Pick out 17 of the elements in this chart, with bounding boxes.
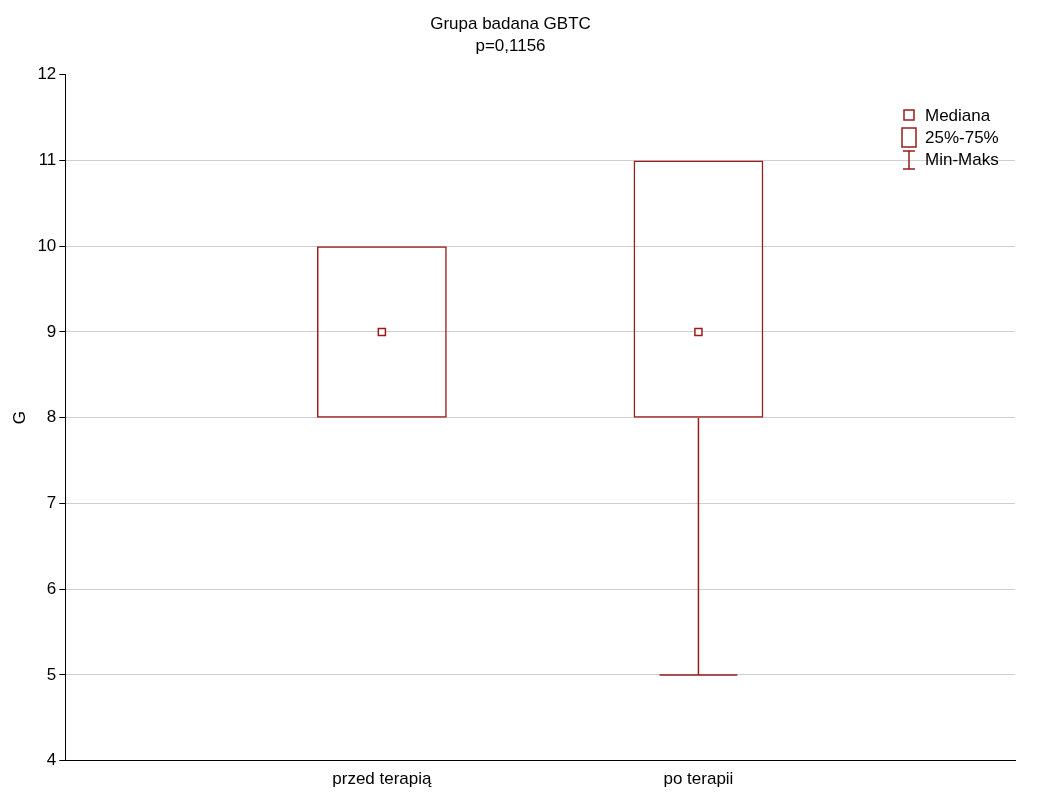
annotation: Mediana	[925, 105, 991, 126]
x-tick-label: po terapii	[663, 769, 734, 789]
x-tick-label: przed terapią	[332, 769, 433, 789]
y-tick-label: 10	[37, 235, 57, 255]
y-axis-title: G	[9, 411, 29, 425]
y-tick-label: 5	[46, 664, 57, 684]
y-tick-label: 7	[46, 493, 57, 513]
annotation: 25%-75%	[925, 127, 999, 148]
y-tick-label: 12	[37, 64, 57, 84]
y-tick-label: 8	[46, 407, 57, 427]
chart-subtitle: p=0,1156	[475, 36, 546, 56]
chart-title: Grupa badana GBTC	[430, 13, 591, 33]
annotation: Min-Maks	[925, 149, 999, 170]
y-tick-label: 11	[38, 150, 57, 170]
y-tick-label: 4	[46, 750, 57, 770]
y-tick-label: 9	[46, 321, 57, 341]
y-tick-label: 6	[46, 578, 57, 598]
